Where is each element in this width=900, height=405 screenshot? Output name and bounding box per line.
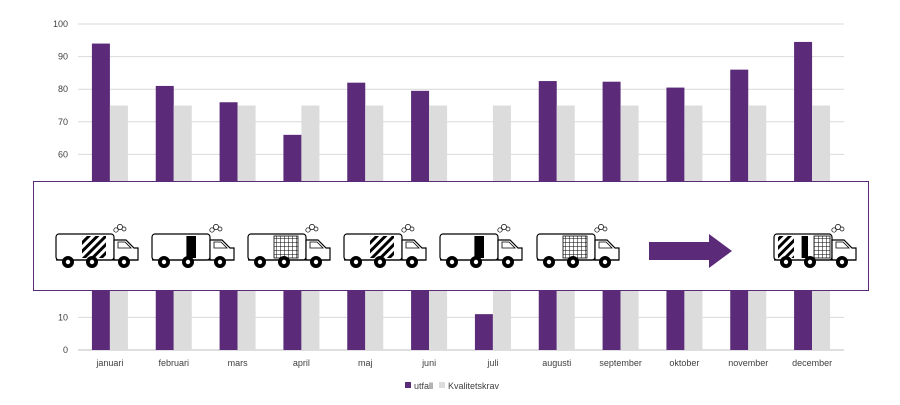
legend-swatch-kvalitetskrav (439, 382, 445, 388)
legend-swatch-utfall (405, 382, 411, 388)
legend: utfall Kvalitetskrav (405, 381, 500, 391)
x-tick-label: maj (358, 358, 373, 368)
bar-utfall (474, 314, 493, 350)
garbage-truck-icon (343, 224, 427, 268)
right-arrow-icon (649, 234, 732, 268)
garbage-truck-icon (55, 224, 139, 268)
stripes-mark (778, 236, 794, 258)
x-tick-label: februari (158, 358, 189, 368)
x-tick-label: april (293, 358, 310, 368)
y-tick-label: 100 (53, 19, 68, 29)
garbage-truck-icon (247, 224, 331, 268)
y-tick-label: 10 (58, 312, 68, 322)
y-tick-label: 80 (58, 84, 68, 94)
garbage-truck-icon (151, 224, 235, 268)
stripes-mark (82, 236, 106, 258)
legend-label-kvalitetskrav: Kvalitetskrav (448, 381, 500, 391)
garbage-truck-icon (439, 224, 523, 268)
garbage-truck-overlay (33, 181, 869, 291)
y-tick-label: 90 (58, 52, 68, 62)
x-tick-label: oktober (669, 358, 699, 368)
gridlines (78, 23, 844, 351)
y-tick-label: 0 (63, 345, 68, 355)
solid-mark (801, 236, 808, 258)
x-tick-label: november (728, 358, 768, 368)
solid-mark (186, 236, 196, 258)
grid-mark (813, 235, 831, 259)
x-tick-label: september (599, 358, 642, 368)
y-tick-labels: 0 10 60 70 80 90 100 (53, 19, 68, 355)
garbage-truck-icon (773, 224, 857, 268)
x-tick-label: december (792, 358, 832, 368)
garbage-truck-icon (536, 224, 620, 268)
x-tick-label: augusti (542, 358, 571, 368)
y-tick-label: 60 (58, 149, 68, 159)
grid-mark (273, 235, 299, 259)
y-tick-label: 70 (58, 117, 68, 127)
grid-mark (562, 235, 588, 259)
truck-sequence (55, 224, 857, 268)
x-tick-label: januari (95, 358, 123, 368)
solid-mark (474, 236, 484, 258)
x-tick-label: juni (421, 358, 436, 368)
x-tick-label: mars (228, 358, 248, 368)
legend-label-utfall: utfall (414, 381, 433, 391)
stripes-mark (370, 236, 394, 258)
x-tick-labels: januari februari mars april maj juni juli augus… (95, 358, 832, 368)
x-tick-label: juli (486, 358, 498, 368)
